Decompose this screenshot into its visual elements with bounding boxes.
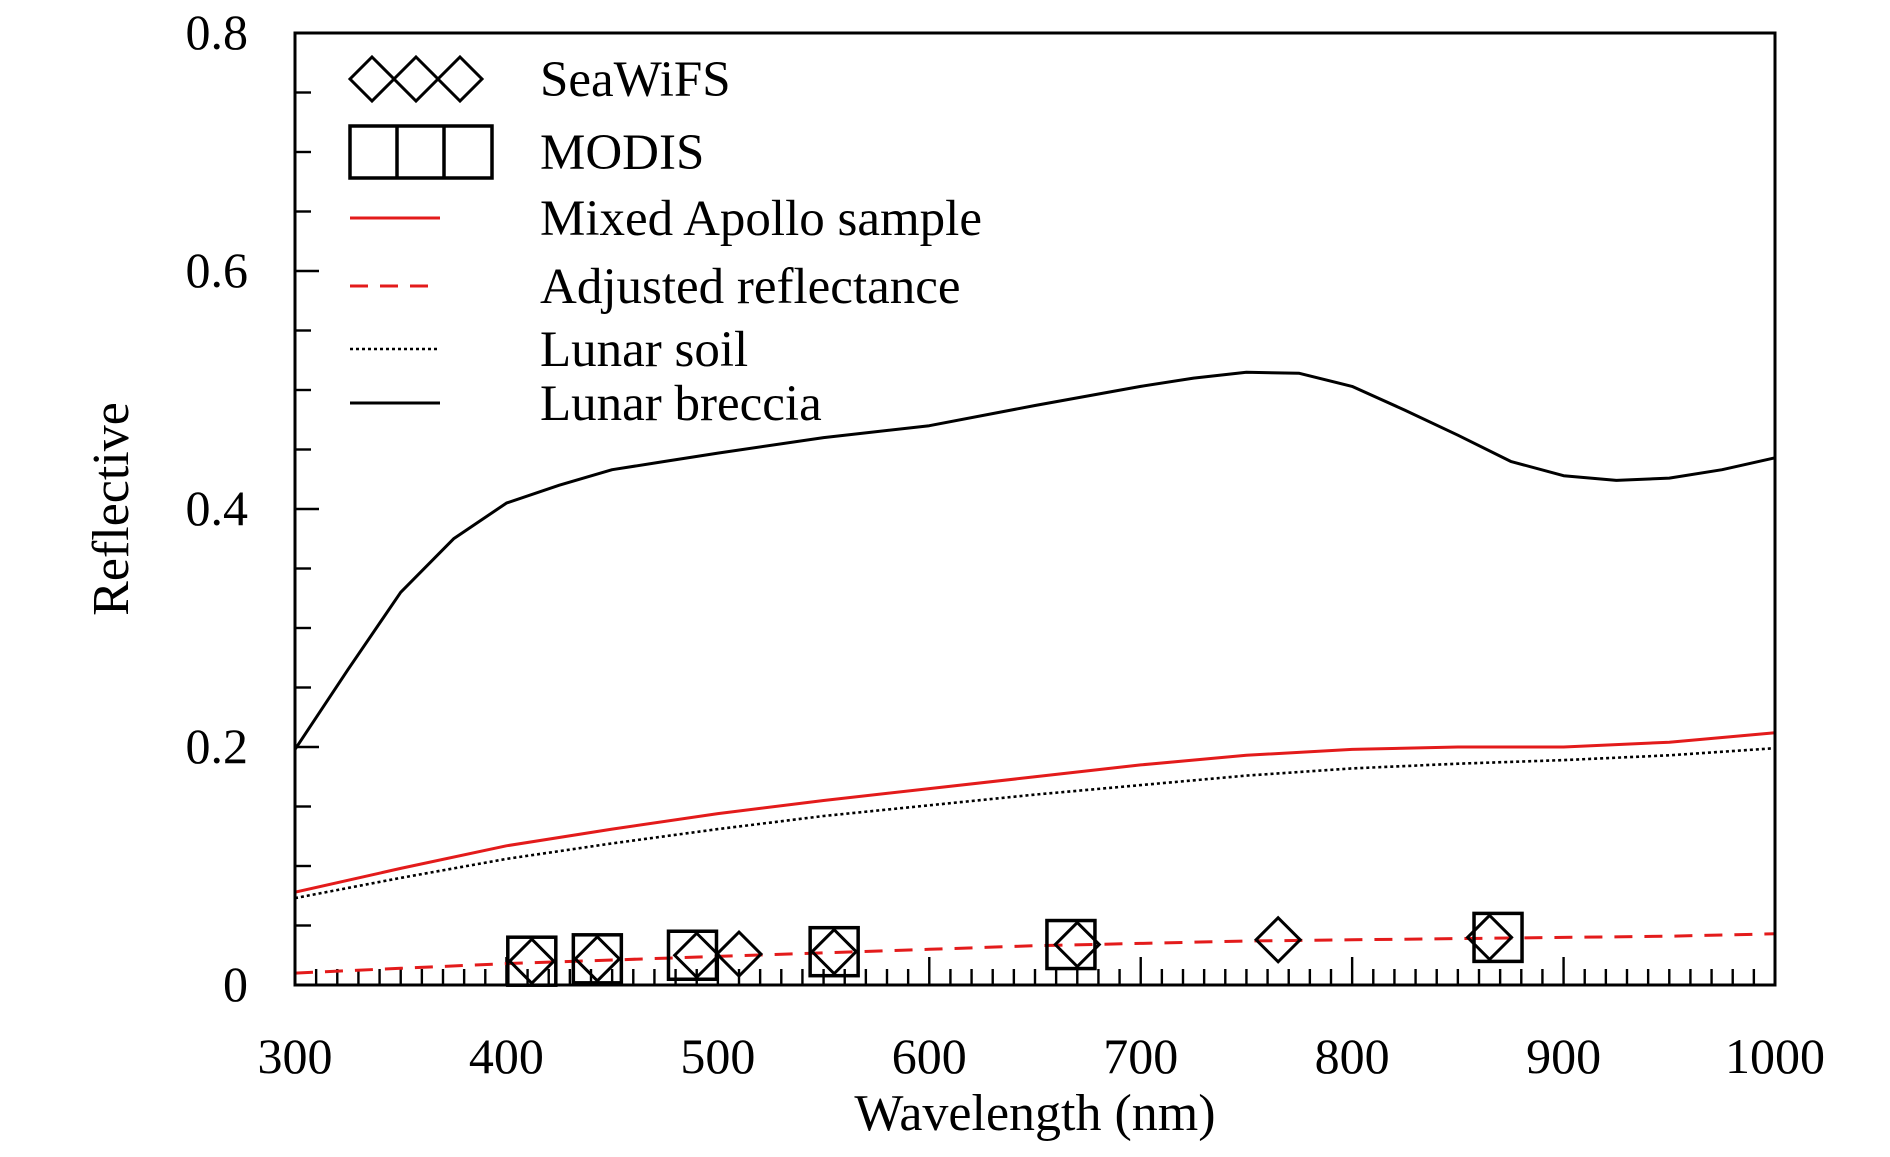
legend-lunar-soil-label: Lunar soil	[540, 322, 748, 378]
y-tick-label: 0.8	[186, 4, 249, 60]
seawifs-marker	[1254, 915, 1303, 964]
legend-seawifs-label: SeaWiFS	[540, 52, 731, 108]
x-tick-label: 400	[469, 1028, 544, 1084]
x-axis-title: Wavelength (nm)	[854, 1085, 1215, 1142]
x-tick-label: 900	[1526, 1028, 1601, 1084]
x-tick-label: 700	[1103, 1028, 1178, 1084]
seawifs-marker	[1053, 920, 1102, 969]
modis-marker	[666, 929, 719, 981]
modis-marker	[808, 925, 860, 978]
lunar-breccia-line	[293, 370, 1776, 751]
x-tick-label: 300	[258, 1028, 333, 1084]
y-tick-label: 0	[223, 956, 248, 1012]
seawifs-marker	[714, 929, 764, 979]
seawifs-marker	[507, 937, 556, 986]
y-axis-title: Reflective	[83, 402, 140, 616]
legend: SeaWiFS MODIS Mixed Apollo sample Adjusted …	[347, 52, 982, 432]
x-tick-label: 1000	[1725, 1028, 1825, 1084]
y-tick-label: 0.4	[186, 480, 249, 536]
tick-labels: 300 400 500 600 700 800 900 1000 0 0.2 0.4 0.6 0.8	[186, 4, 1826, 1084]
legend-adjusted-reflectance-label: Adjusted reflectance	[540, 259, 961, 315]
seawifs-marker	[573, 934, 622, 983]
axis-ticks	[293, 31, 1777, 987]
y-tick-label: 0.6	[186, 242, 249, 298]
modis-marker	[1045, 918, 1097, 971]
adjusted-reflectance-line	[294, 932, 1776, 975]
legend-seawifs-marker	[391, 54, 441, 104]
plot-frame	[293, 31, 1777, 987]
x-tick-label: 500	[680, 1028, 755, 1084]
mixed-apollo-sample-line	[294, 731, 1776, 894]
legend-seawifs-marker	[347, 54, 397, 104]
lunar-soil-line	[294, 746, 1776, 900]
y-tick-label: 0.2	[186, 718, 249, 774]
modis-marker	[571, 933, 624, 985]
legend-modis-label: MODIS	[540, 125, 704, 181]
seawifs-marker	[672, 931, 721, 980]
seawifs-marker	[810, 927, 859, 976]
modis-marker	[1472, 911, 1524, 964]
data-series	[293, 370, 1776, 987]
legend-lunar-breccia-label: Lunar breccia	[540, 376, 822, 432]
x-tick-label: 800	[1315, 1028, 1390, 1084]
legend-seawifs-marker	[435, 54, 485, 104]
legend-mixed-apollo-sample-label: Mixed Apollo sample	[540, 191, 982, 247]
x-tick-label: 600	[892, 1028, 967, 1084]
legend-modis-marker	[348, 124, 494, 180]
